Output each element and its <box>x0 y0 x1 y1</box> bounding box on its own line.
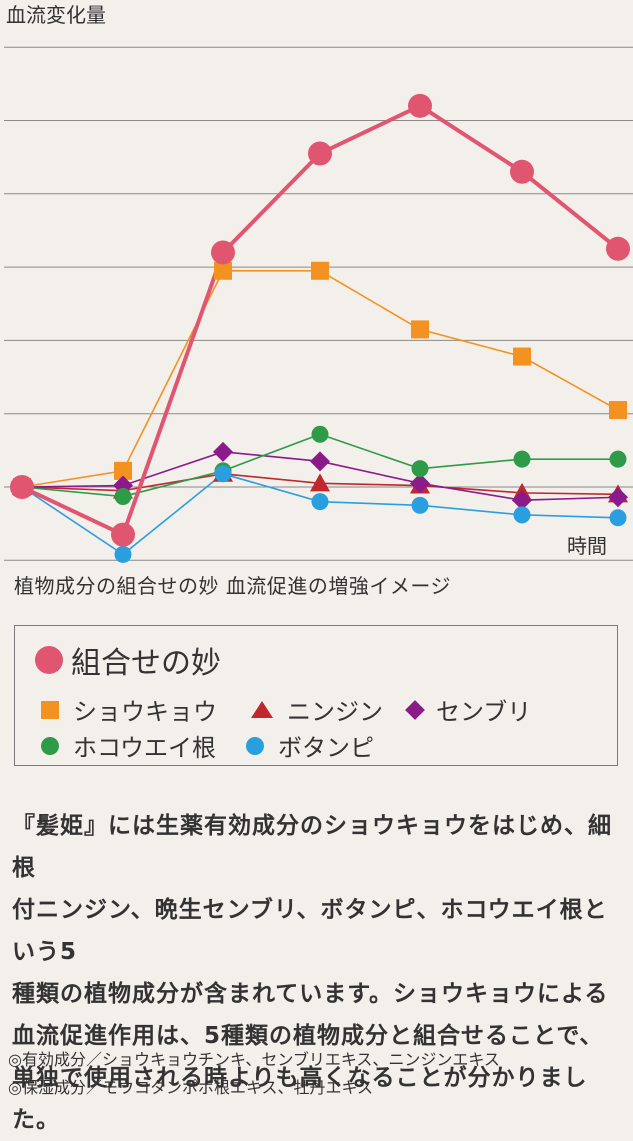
data-point <box>606 236 630 261</box>
legend-item-hokouei: ホコウエイ根 <box>41 728 216 763</box>
data-point <box>10 475 34 499</box>
legend-item-botanpi: ボタンピ <box>246 728 374 763</box>
data-point <box>211 240 235 265</box>
data-point <box>311 425 329 443</box>
data-point <box>114 488 132 506</box>
data-point <box>310 451 330 472</box>
data-point <box>214 261 232 280</box>
data-point <box>513 347 531 366</box>
data-point <box>609 450 627 468</box>
note-line: ◎保湿成分／モウコタンポポ根エキス、牡丹エキス <box>8 1078 374 1097</box>
legend-label: ニンジン <box>287 698 383 726</box>
note-line: ◎有効成分／ショウキョウチンキ、センブリエキス、ニンジンエキス <box>8 1050 500 1069</box>
legend-row-2: ホコウエイ根 ボタンピ <box>41 728 396 763</box>
data-point <box>411 460 429 478</box>
description-line: 付ニンジン、晩生センブリ、ボタンピ、ホコウエイ根という5 <box>12 897 608 965</box>
data-point <box>609 401 627 420</box>
data-point <box>510 159 534 184</box>
description: 『髪姫』には生薬有効成分のショウキョウをはじめ、細根 付ニンジン、晩生センブリ、… <box>12 805 622 1141</box>
data-point <box>513 506 531 524</box>
data-point <box>608 487 628 508</box>
legend-item-shokyo: ショウキョウ <box>41 692 217 727</box>
legend-main-label: 組合せの妙 <box>71 646 221 681</box>
description-line: 『髪姫』には生薬有効成分のショウキョウをはじめ、細根 <box>12 813 612 881</box>
legend-row-1: ショウキョウ ニンジン センブリ <box>41 692 553 727</box>
data-point <box>214 465 232 483</box>
legend-main: 組合せの妙 <box>35 638 221 682</box>
x-axis-label: 時間 <box>567 534 607 558</box>
chart-caption: 植物成分の組合せの妙 血流促進の増強イメージ <box>14 574 451 598</box>
data-point <box>311 261 329 280</box>
circle-icon <box>246 736 265 755</box>
legend-main-circle-icon <box>35 646 63 674</box>
description-line: 血流促進作用は、5種類の植物成分と組合せることで、 <box>12 1023 604 1049</box>
data-point <box>311 493 329 511</box>
data-point <box>213 441 233 462</box>
legend-item-ninjin: ニンジン <box>251 692 383 727</box>
data-point <box>308 141 332 166</box>
legend-item-senburi: センブリ <box>405 692 531 727</box>
data-point <box>111 522 135 547</box>
data-point <box>310 473 330 492</box>
square-icon <box>41 700 59 719</box>
legend: 組合せの妙 ショウキョウ ニンジン センブリ ホコウエイ根 ボタンピ <box>14 625 618 766</box>
data-point <box>114 461 132 480</box>
data-point <box>410 473 430 494</box>
data-point <box>609 509 627 527</box>
data-point <box>411 320 429 339</box>
triangle-icon <box>251 701 273 718</box>
blood-flow-chart: 血流変化量 時間 <box>4 3 633 563</box>
legend-label: ショウキョウ <box>73 698 217 726</box>
data-point <box>512 490 532 511</box>
legend-label: センブリ <box>436 698 532 726</box>
legend-label: ホコウエイ根 <box>73 734 217 762</box>
ingredient-notes: ◎有効成分／ショウキョウチンキ、センブリエキス、ニンジンエキス ◎保湿成分／モウ… <box>8 1046 500 1102</box>
chart-markers <box>10 93 630 563</box>
circle-icon <box>41 736 59 755</box>
data-point <box>513 450 531 468</box>
data-point <box>114 545 132 563</box>
data-point <box>408 93 432 118</box>
description-line: 種類の植物成分が含まれています。ショウキョウによる <box>12 981 609 1007</box>
y-axis-label: 血流変化量 <box>6 3 106 27</box>
legend-label: ボタンピ <box>278 734 375 762</box>
data-point <box>411 496 429 514</box>
diamond-icon <box>405 699 425 720</box>
